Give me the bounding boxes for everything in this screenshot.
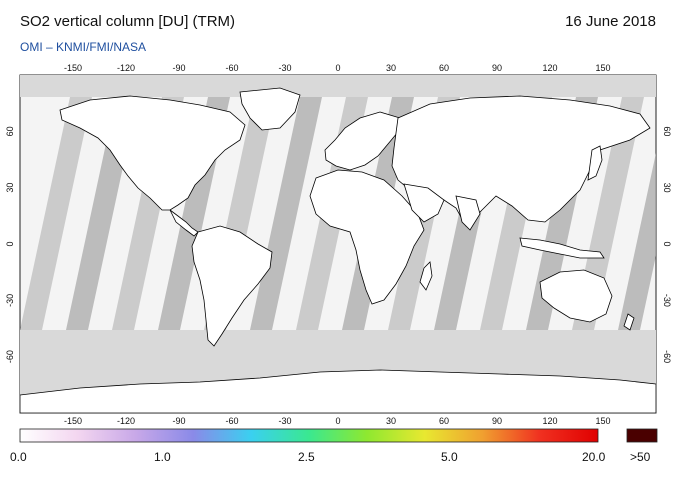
latitude-tick-label: 30 [662, 183, 672, 193]
africa [309, 169, 425, 305]
longitude-tick-label: 90 [492, 63, 502, 73]
longitude-tick-label: -60 [225, 63, 238, 73]
north-polar-band [20, 75, 656, 97]
australia [539, 269, 613, 323]
madagascar [419, 261, 433, 291]
longitude-tick-label: -90 [172, 416, 185, 426]
arabia [403, 183, 445, 223]
north-america [59, 95, 246, 211]
longitude-tick-label: 150 [595, 416, 610, 426]
map-title: SO2 vertical column [DU] (TRM) [20, 13, 236, 30]
colorbar [19, 428, 599, 443]
longitude-tick-label: -150 [64, 416, 82, 426]
greenland [239, 87, 301, 131]
colorbar-label-3: 5.0 [441, 450, 458, 464]
colorbar-label-0: 0.0 [10, 450, 27, 464]
latitude-tick-label: 60 [5, 126, 15, 136]
antarctica [20, 369, 656, 413]
india [455, 195, 481, 231]
japan [587, 145, 603, 181]
latitude-tick-label: -60 [5, 350, 15, 363]
latitude-tick-label: 0 [662, 241, 672, 246]
latitude-tick-label: -30 [5, 294, 15, 307]
longitude-tick-label: -30 [278, 63, 291, 73]
south-america [191, 225, 273, 347]
longitude-tick-label: 90 [492, 416, 502, 426]
latitude-tick-label: 60 [662, 126, 672, 136]
orbit-swath [250, 97, 322, 330]
orbit-swath [20, 97, 92, 330]
latitude-ticks-right: 60 30 0 -30 -60 [662, 126, 672, 363]
latitude-ticks-left: 60 30 0 -30 -60 [5, 126, 15, 363]
longitude-tick-label: 120 [542, 416, 557, 426]
longitude-tick-label: 60 [439, 63, 449, 73]
longitude-tick-label: -90 [172, 63, 185, 73]
indonesia [519, 237, 605, 259]
europe [324, 111, 401, 171]
longitude-tick-label: 120 [542, 63, 557, 73]
orbit-swath [618, 152, 656, 330]
latitude-tick-label: 0 [5, 241, 15, 246]
longitude-tick-label: 30 [386, 416, 396, 426]
longitude-tick-label: -120 [117, 416, 135, 426]
colorbar-label-4: 20.0 [582, 450, 606, 464]
new-zealand [623, 313, 635, 331]
longitude-tick-label: -120 [117, 63, 135, 73]
longitude-tick-label: 0 [335, 416, 340, 426]
longitude-tick-label: -150 [64, 63, 82, 73]
longitude-tick-label: 30 [386, 63, 396, 73]
map-content [20, 75, 656, 413]
longitude-tick-label: -60 [225, 416, 238, 426]
orbit-swath [572, 97, 644, 330]
map-credit: OMI – KNMI/FMI/NASA [20, 40, 147, 54]
colorbar-label-1: 1.0 [154, 450, 171, 464]
latitude-tick-label: 30 [5, 183, 15, 193]
longitude-tick-label: 150 [595, 63, 610, 73]
longitude-tick-label: -30 [278, 416, 291, 426]
colorbar-label-2: 2.5 [298, 450, 315, 464]
longitude-tick-label: 0 [335, 63, 340, 73]
colorbar-overflow-label: >50 [630, 450, 651, 464]
longitude-ticks-top: -150 -120 -90 -60 -30 0 30 60 90 120 150 [64, 63, 611, 73]
longitude-tick-label: 60 [439, 416, 449, 426]
longitude-ticks-bottom: -150 -120 -90 -60 -30 0 30 60 90 120 150 [64, 416, 611, 426]
colorbar-overflow [626, 428, 658, 443]
continents [20, 87, 656, 413]
latitude-tick-label: -30 [662, 294, 672, 307]
latitude-tick-label: -60 [662, 350, 672, 363]
map-date: 16 June 2018 [565, 13, 656, 30]
